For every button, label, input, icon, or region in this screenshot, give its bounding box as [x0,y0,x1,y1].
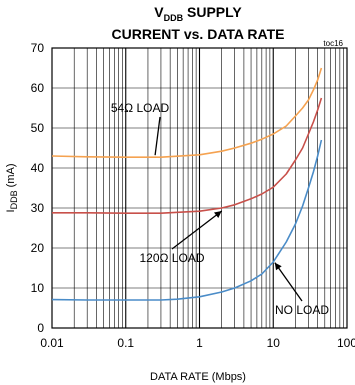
y-tick-label: 60 [31,81,45,95]
grid [52,48,347,328]
y-tick-label: 30 [31,201,45,215]
x-tick-label: 1 [196,336,203,350]
series-54-ohm-load [51,67,323,158]
chart-tag: toc16 [323,39,343,48]
chart-title-line1: VDDB SUPPLY [154,4,242,23]
y-tick-label: 40 [31,161,45,175]
annotation-arrowhead [214,211,222,218]
axes [51,47,348,329]
annotation-leader [154,116,161,156]
y-tick-label: 10 [31,281,45,295]
annotation-label: 120Ω LOAD [139,251,204,265]
x-axis-label: DATA RATE (Mbps) [150,371,246,383]
annotation-arrowhead [274,262,282,271]
tick-labels: 0.01 0.1 1 10 100 0 10 20 30 40 50 60 70 [31,41,355,350]
y-tick-label: 70 [31,41,45,55]
x-tick-label: 100 [337,336,355,350]
annotation-label: NO LOAD [275,303,329,317]
y-axis-label: IDDB (mA) [5,164,19,213]
x-tick-label: 10 [267,336,281,350]
annotation-leader [274,262,303,302]
annotations-group: 54Ω LOAD 120Ω LOAD NO LOAD [111,101,330,317]
plot-frame [51,47,348,329]
y-tick-label: 20 [31,241,45,255]
annotation-leader [171,210,223,250]
y-tick-label: 50 [31,121,45,135]
x-tick-label: 0.01 [40,336,64,350]
x-tick-label: 0.1 [117,336,134,350]
series-group [51,67,323,301]
series-120-ohm-load [52,97,323,214]
annotation-label: 54Ω LOAD [111,101,170,115]
y-tick-label: 0 [37,321,44,335]
chart-title-line2: CURRENT vs. DATA RATE [112,26,285,42]
series-no-load [51,139,323,301]
